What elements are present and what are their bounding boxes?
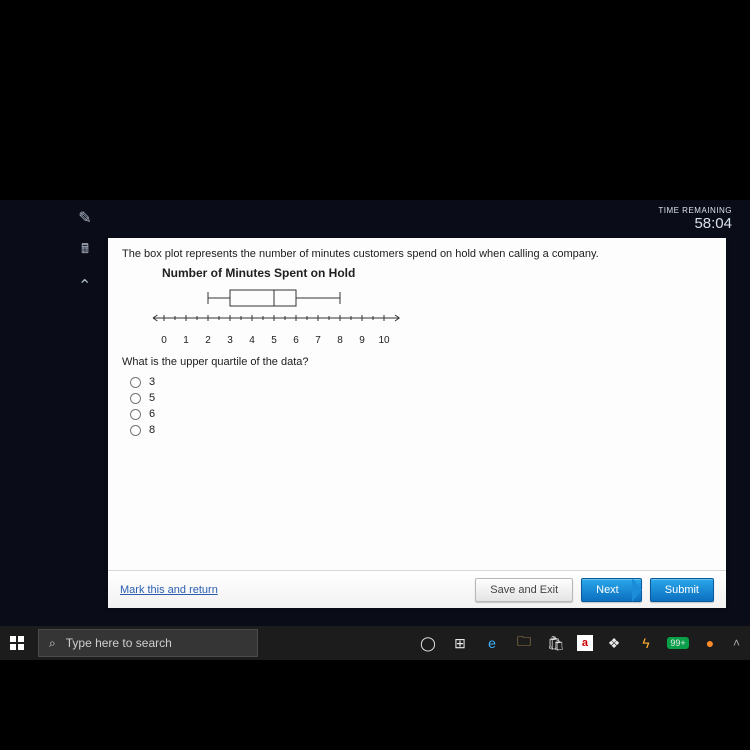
tick-label: 8 <box>329 335 351 346</box>
answer-option[interactable]: 6 <box>130 408 712 420</box>
dropbox-icon[interactable]: ❖ <box>603 635 625 652</box>
access-icon[interactable]: a <box>577 635 593 651</box>
tick-label: 1 <box>175 335 197 346</box>
timer-value: 58:04 <box>658 215 732 232</box>
taskview-icon[interactable]: ⊞ <box>449 635 471 652</box>
tray-overflow-icon[interactable]: ˄ <box>733 636 740 650</box>
answer-option[interactable]: 5 <box>130 392 712 404</box>
desktop-screen: ✎ 🖩 ⌄ TIME REMAINING 58:04 The box plot … <box>0 200 750 660</box>
tick-label: 3 <box>219 335 241 346</box>
question-text: What is the upper quartile of the data? <box>122 356 712 368</box>
pencil-icon[interactable]: ✎ <box>78 208 91 228</box>
answer-option[interactable]: 3 <box>130 376 712 388</box>
edge-icon[interactable]: e <box>481 635 503 651</box>
windows-taskbar: ⌕ Type here to search ◯ ⊞ e 🗀 🛍 a ❖ ϟ 99… <box>0 626 750 660</box>
explorer-icon[interactable]: 🗀 <box>513 631 535 655</box>
answer-options: 3 5 6 8 <box>122 376 712 436</box>
answer-label: 6 <box>149 408 155 420</box>
taskbar-search[interactable]: ⌕ Type here to search <box>38 629 258 657</box>
answer-label: 8 <box>149 424 155 436</box>
answer-option[interactable]: 8 <box>130 424 712 436</box>
time-remaining: TIME REMAINING 58:04 <box>658 206 732 232</box>
winamp-icon[interactable]: ϟ <box>635 635 657 651</box>
boxplot-chart: 012345678910 <box>150 284 712 346</box>
collapse-icon[interactable]: ⌄ <box>78 274 91 294</box>
mark-return-link[interactable]: Mark this and return <box>120 584 218 596</box>
tick-label: 7 <box>307 335 329 346</box>
tool-sidebar: ✎ 🖩 ⌄ <box>70 208 100 294</box>
save-exit-button[interactable]: Save and Exit <box>475 578 573 602</box>
tick-label: 5 <box>263 335 285 346</box>
search-icon: ⌕ <box>49 636 56 651</box>
search-placeholder: Type here to search <box>66 636 172 650</box>
cortana-icon[interactable]: ◯ <box>417 635 439 652</box>
question-footer: Mark this and return Save and Exit Next … <box>108 570 726 608</box>
firefox-icon[interactable]: ● <box>699 635 721 651</box>
next-button[interactable]: Next <box>581 578 642 602</box>
tick-label: 6 <box>285 335 307 346</box>
answer-label: 5 <box>149 392 155 404</box>
answer-label: 3 <box>149 376 155 388</box>
tick-label: 2 <box>197 335 219 346</box>
problem-intro: The box plot represents the number of mi… <box>122 248 712 260</box>
answer-radio[interactable] <box>130 377 141 388</box>
notif-badge[interactable]: 99+ <box>667 637 689 649</box>
tick-label: 0 <box>153 335 175 346</box>
timer-label: TIME REMAINING <box>658 206 732 215</box>
submit-button[interactable]: Submit <box>650 578 714 602</box>
chart-title: Number of Minutes Spent on Hold <box>162 266 712 280</box>
answer-radio[interactable] <box>130 393 141 404</box>
tick-label: 4 <box>241 335 263 346</box>
axis-tick-labels: 012345678910 <box>153 335 712 346</box>
tick-label: 9 <box>351 335 373 346</box>
question-panel: The box plot represents the number of mi… <box>108 238 726 608</box>
tick-label: 10 <box>373 335 395 346</box>
task-tray: ◯ ⊞ e 🗀 🛍 a ❖ ϟ 99+ ● <box>417 631 721 655</box>
calculator-icon[interactable]: 🖩 <box>81 240 89 262</box>
answer-radio[interactable] <box>130 409 141 420</box>
answer-radio[interactable] <box>130 425 141 436</box>
store-icon[interactable]: 🛍 <box>545 635 567 652</box>
start-button[interactable] <box>0 626 34 660</box>
